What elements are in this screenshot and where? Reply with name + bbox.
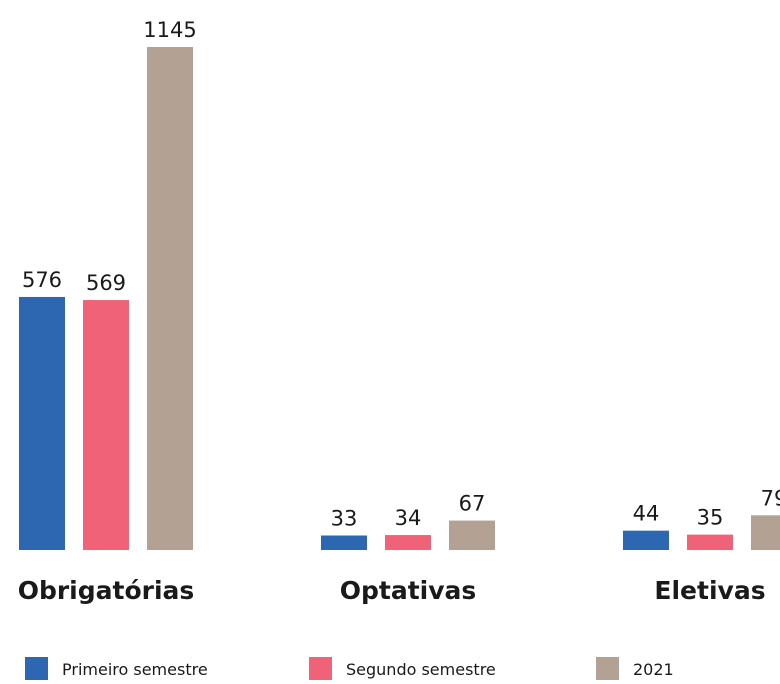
value-label: 576 [22,268,62,292]
bar [751,515,780,550]
bar [623,530,669,550]
legend-swatch [596,657,619,680]
value-label: 34 [395,506,422,530]
legend-label: 2021 [633,660,674,679]
bar [83,300,129,550]
category-label: Optativas [340,576,477,605]
value-label: 1145 [143,18,196,42]
legend-label: Primeiro semestre [62,660,208,679]
legend-swatch [309,657,332,680]
value-label: 35 [697,506,724,530]
bar [147,47,193,550]
value-label: 569 [86,271,126,295]
bar [19,296,65,550]
legend-label: Segundo semestre [346,660,496,679]
category-label: Obrigatórias [18,576,195,605]
value-label: 79 [761,486,780,510]
bar [449,520,495,550]
category-label: Eletivas [654,576,765,605]
bar [321,535,367,550]
bar [385,535,431,550]
value-label: 44 [633,502,660,526]
value-label: 33 [331,507,358,531]
legend-swatch [25,657,48,680]
value-label: 67 [459,492,486,516]
bar [687,534,733,550]
